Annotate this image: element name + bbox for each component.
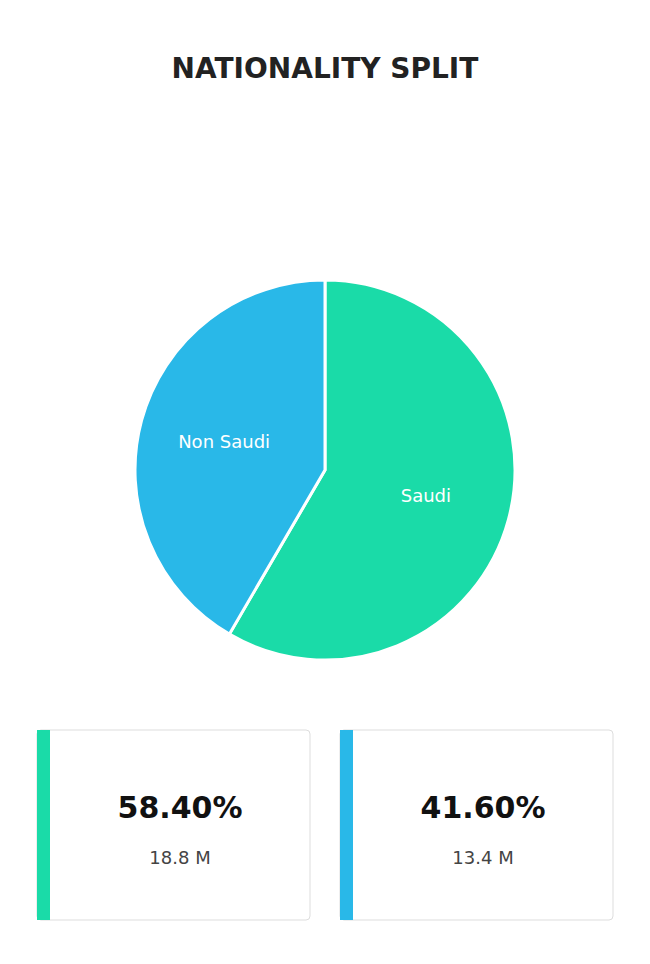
stat-value: 13.4 M xyxy=(452,847,513,868)
stat-box-bg xyxy=(340,730,613,920)
chart-root: NATIONALITY SPLIT Saudi Non Saudi 58.40% 18.… xyxy=(0,0,650,964)
stat-box-accent xyxy=(37,730,50,920)
pie-labels: Saudi Non Saudi xyxy=(178,431,451,507)
stat-box-accent xyxy=(340,730,353,920)
slice-label: Saudi xyxy=(401,485,451,506)
pie-slice xyxy=(135,280,325,634)
stat-percent: 58.40% xyxy=(118,790,243,825)
title: NATIONALITY SPLIT xyxy=(172,52,479,85)
pie xyxy=(135,280,515,660)
stat-box: 41.60% 13.4 M xyxy=(340,730,613,920)
stat-percent: 41.60% xyxy=(421,790,546,825)
slice-label: Non Saudi xyxy=(178,431,270,452)
stat-box-bg xyxy=(37,730,310,920)
stat-box: 58.40% 18.8 M xyxy=(37,730,310,920)
chart-svg: NATIONALITY SPLIT Saudi Non Saudi 58.40% 18.… xyxy=(0,0,650,964)
stat-value: 18.8 M xyxy=(149,847,210,868)
